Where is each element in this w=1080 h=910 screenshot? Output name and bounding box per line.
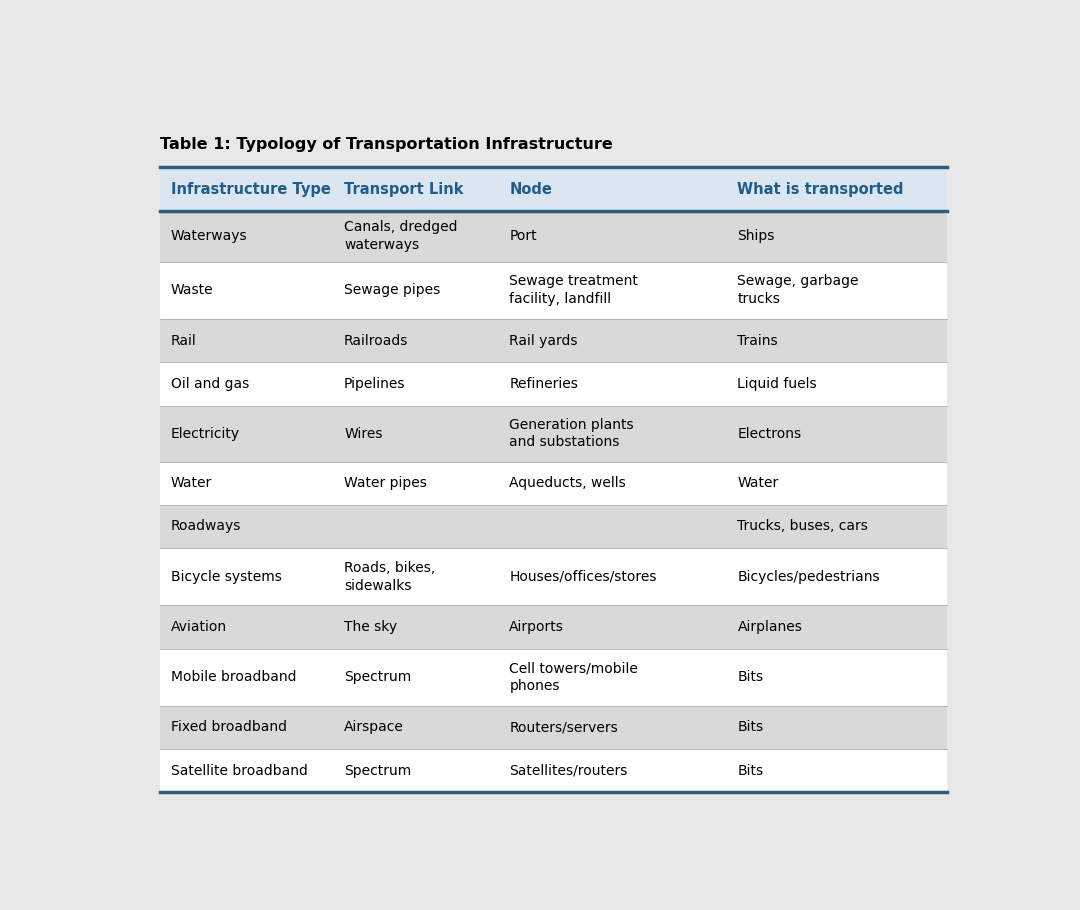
Bar [160, 505, 947, 548]
Text: Ships: Ships [738, 229, 774, 243]
Bar [160, 461, 947, 505]
Text: Pipelines: Pipelines [345, 377, 406, 391]
Text: Infrastructure Type: Infrastructure Type [171, 182, 330, 197]
Text: Node: Node [510, 182, 552, 197]
Text: Sewage pipes: Sewage pipes [345, 283, 441, 298]
Text: Water: Water [171, 476, 213, 490]
Text: Wires: Wires [345, 427, 382, 440]
Text: Rail yards: Rail yards [510, 334, 578, 348]
Text: Port: Port [510, 229, 537, 243]
Text: Bits: Bits [738, 763, 764, 778]
Text: Aqueducts, wells: Aqueducts, wells [510, 476, 626, 490]
Text: Generation plants
and substations: Generation plants and substations [510, 418, 634, 450]
Text: Airports: Airports [510, 620, 564, 634]
Text: Canals, dredged
waterways: Canals, dredged waterways [345, 220, 458, 252]
Text: Airplanes: Airplanes [738, 620, 802, 634]
Text: Sewage treatment
facility, landfill: Sewage treatment facility, landfill [510, 275, 638, 307]
Text: Roadways: Roadways [171, 520, 241, 533]
Text: Bicycle systems: Bicycle systems [171, 570, 282, 583]
Text: Electricity: Electricity [171, 427, 240, 440]
Bar [160, 211, 947, 262]
Bar [160, 362, 947, 406]
Text: What is transported: What is transported [738, 182, 904, 197]
Text: Trains: Trains [738, 334, 778, 348]
Text: Routers/servers: Routers/servers [510, 721, 618, 734]
Text: Bicycles/pedestrians: Bicycles/pedestrians [738, 570, 880, 583]
Bar [160, 749, 947, 793]
Text: Bits: Bits [738, 721, 764, 734]
Text: Satellite broadband: Satellite broadband [171, 763, 308, 778]
Text: Satellites/routers: Satellites/routers [510, 763, 627, 778]
Text: Aviation: Aviation [171, 620, 227, 634]
Text: Spectrum: Spectrum [345, 763, 411, 778]
Text: Railroads: Railroads [345, 334, 408, 348]
Text: Water pipes: Water pipes [345, 476, 427, 490]
Text: Waste: Waste [171, 283, 214, 298]
Text: Trucks, buses, cars: Trucks, buses, cars [738, 520, 868, 533]
Bar [160, 605, 947, 649]
Text: Electrons: Electrons [738, 427, 801, 440]
Text: Cell towers/mobile
phones: Cell towers/mobile phones [510, 662, 638, 693]
Text: Table 1: Typology of Transportation Infrastructure: Table 1: Typology of Transportation Infr… [160, 137, 612, 152]
Bar [160, 649, 947, 706]
Text: Houses/offices/stores: Houses/offices/stores [510, 570, 657, 583]
Text: Spectrum: Spectrum [345, 670, 411, 684]
Text: Bits: Bits [738, 670, 764, 684]
Text: Roads, bikes,
sidewalks: Roads, bikes, sidewalks [345, 561, 435, 592]
Bar [160, 406, 947, 461]
Text: Transport Link: Transport Link [345, 182, 463, 197]
Text: Water: Water [738, 476, 779, 490]
Text: Waterways: Waterways [171, 229, 247, 243]
Bar [160, 262, 947, 319]
Text: Fixed broadband: Fixed broadband [171, 721, 287, 734]
Text: Sewage, garbage
trucks: Sewage, garbage trucks [738, 275, 859, 307]
Text: The sky: The sky [345, 620, 397, 634]
Text: Rail: Rail [171, 334, 197, 348]
Bar [160, 706, 947, 749]
Text: Oil and gas: Oil and gas [171, 377, 249, 391]
Text: Refineries: Refineries [510, 377, 578, 391]
Bar [160, 167, 947, 211]
Text: Liquid fuels: Liquid fuels [738, 377, 818, 391]
Bar [160, 319, 947, 362]
Bar [160, 548, 947, 605]
Text: Mobile broadband: Mobile broadband [171, 670, 297, 684]
Text: Airspace: Airspace [345, 721, 404, 734]
